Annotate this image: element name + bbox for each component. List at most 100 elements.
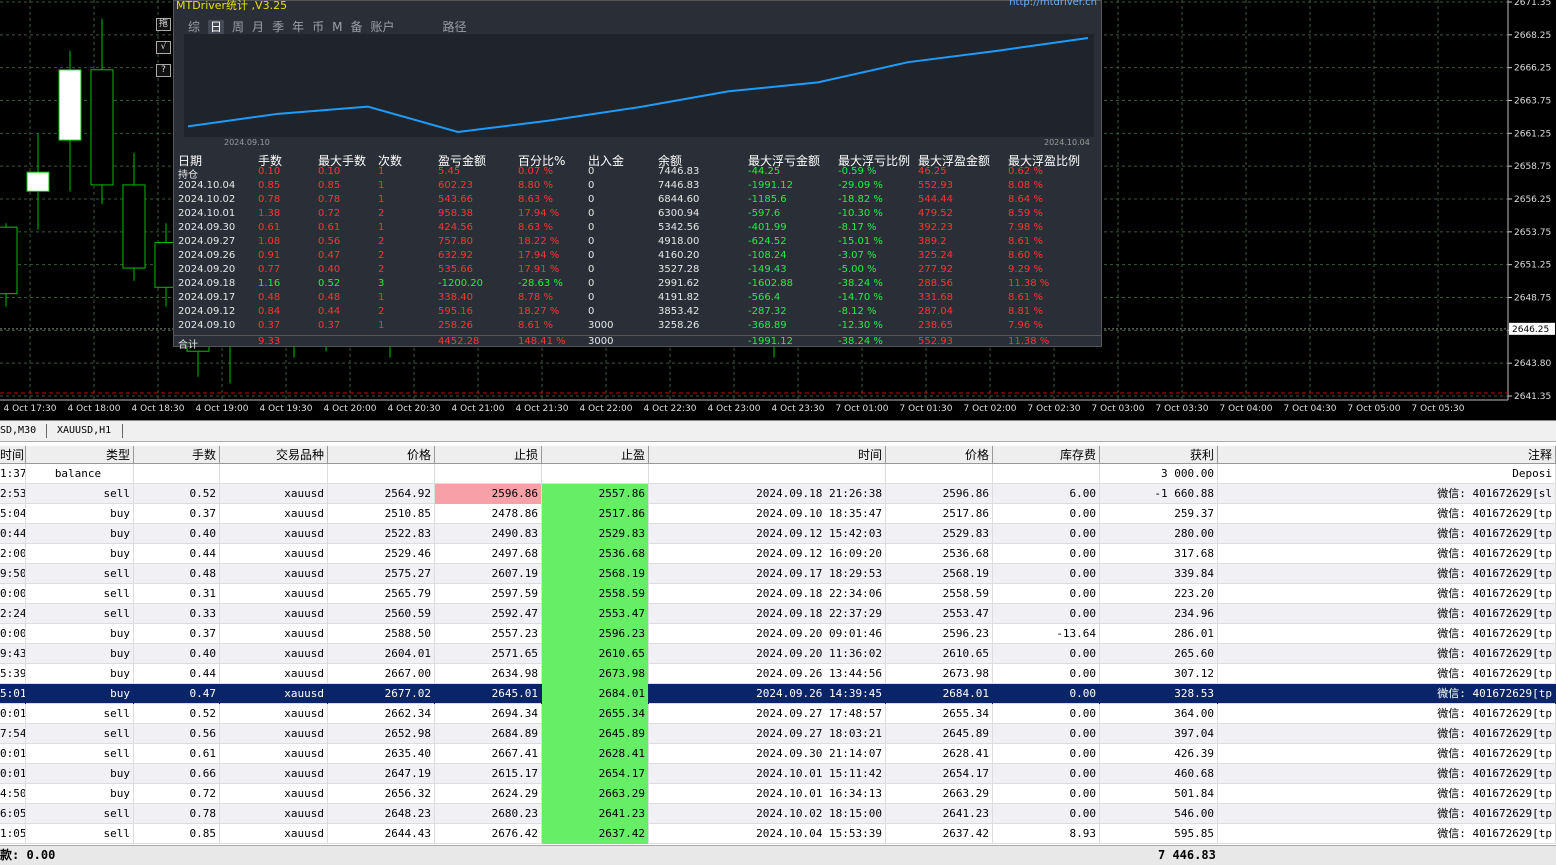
order-cell-open-time: 0:01 <box>0 704 26 724</box>
order-cell-take-profit: 2517.86 <box>542 504 649 524</box>
stats-cell-max-lots: 0.37 <box>318 320 341 331</box>
stats-cell-max-float-profit-pct: 7.96 % <box>1008 320 1043 331</box>
order-row[interactable]: 0:01 buy 0.66 xauusd 2647.19 2615.17 2654.17 20… <box>0 764 1556 784</box>
orders-header-close-time[interactable]: 时间 <box>649 446 886 464</box>
order-row[interactable]: 7:54 sell 0.56 xauusd 2652.98 2684.89 2645.89 2… <box>0 724 1556 744</box>
order-cell-comment: 微信: 401672629[tp <box>1218 664 1556 684</box>
drag-tool-icon[interactable]: 拖 <box>156 18 171 31</box>
orders-header-open-price[interactable]: 价格 <box>328 446 435 464</box>
time-tick-label: 7 Oct 02:00 <box>964 404 1017 414</box>
stats-cell-date: 2024.09.12 <box>178 306 236 317</box>
order-row[interactable]: 5:01 buy 0.47 xauusd 2677.02 2645.01 2684.01 20… <box>0 684 1556 704</box>
orders-header-open-time[interactable]: 时间 <box>0 446 26 464</box>
order-row[interactable]: 0:01 sell 0.52 xauusd 2662.34 2694.34 2655.34 2… <box>0 704 1556 724</box>
order-cell-comment: 微信: 401672629[tp <box>1218 524 1556 544</box>
order-row[interactable]: 4:50 buy 0.72 xauusd 2656.32 2624.29 2663.29 20… <box>0 784 1556 804</box>
order-row[interactable]: 9:43 buy 0.40 xauusd 2604.01 2571.65 2610.65 20… <box>0 644 1556 664</box>
stats-cell-balance: 6844.60 <box>658 194 700 205</box>
order-cell-comment: 微信: 401672629[tp <box>1218 564 1556 584</box>
panel-nav-tab[interactable]: 年 <box>292 20 305 34</box>
stats-cell-percent: 17.94 % <box>518 208 560 219</box>
order-row[interactable]: 2:00 buy 0.44 xauusd 2529.46 2497.68 2536.68 20… <box>0 544 1556 564</box>
price-chart[interactable]: 4 Oct 17:30 4 Oct 18:00 4 Oct 18:30 4 Oct 1… <box>0 0 1556 420</box>
order-cell-open-price: 2667.00 <box>328 664 435 684</box>
equity-curve-line <box>187 37 1089 134</box>
time-tick-label: 7 Oct 05:30 <box>1412 404 1465 414</box>
time-tick-label: 4 Oct 20:00 <box>324 404 377 414</box>
order-cell-lots: 0.72 <box>134 784 220 804</box>
orders-header-type[interactable]: 类型 <box>26 446 134 464</box>
stats-cell-max-float-profit-pct: 8.61 % <box>1008 236 1043 247</box>
orders-header-take-profit[interactable]: 止盈 <box>542 446 649 464</box>
curve-start-label: 2024.09.10 <box>224 138 270 147</box>
order-cell-take-profit: 2673.98 <box>542 664 649 684</box>
order-row[interactable]: 0:44 buy 0.40 xauusd 2522.83 2490.83 2529.83 20… <box>0 524 1556 544</box>
order-cell-close-time: 2024.09.27 18:03:21 <box>649 724 886 744</box>
order-cell-lots <box>134 464 220 484</box>
order-row[interactable]: 5:39 buy 0.44 xauusd 2667.00 2634.98 2673.98 20… <box>0 664 1556 684</box>
order-cell-close-price: 2628.41 <box>886 744 993 764</box>
panel-nav-tab[interactable]: 路径 <box>442 20 467 34</box>
order-cell-profit: 286.01 <box>1100 624 1218 644</box>
stats-header-balance: 余额 <box>658 154 683 168</box>
order-row[interactable]: 0:01 sell 0.61 xauusd 2635.40 2667.41 2628.41 2… <box>0 744 1556 764</box>
order-cell-close-price: 2654.17 <box>886 764 993 784</box>
stats-cell-max-float-loss-pct: -38.24 % <box>838 278 883 289</box>
order-row[interactable]: 0:00 buy 0.37 xauusd 2588.50 2557.23 2596.23 20… <box>0 624 1556 644</box>
stats-row: 持仓 0.10 0.10 1 5.45 0.07 % 0 7446.83 -44.25 -0.59… <box>178 166 1098 181</box>
chart-tab-xauusd-h1[interactable]: XAUUSD,H1 <box>57 425 112 436</box>
panel-nav-tab[interactable]: 月 <box>252 20 265 34</box>
order-cell-take-profit: 2628.41 <box>542 744 649 764</box>
panel-nav-tab[interactable]: 综 <box>188 20 201 34</box>
stats-cell-max-float-profit: 552.93 <box>918 336 953 347</box>
stats-cell-pnl: 424.56 <box>438 222 473 233</box>
orders-header-comment[interactable]: 注释 <box>1218 446 1556 464</box>
order-row[interactable]: 0:00 sell 0.31 xauusd 2565.79 2597.59 2558.59 2… <box>0 584 1556 604</box>
panel-nav-tab[interactable]: 币 <box>312 20 325 34</box>
check-tool-icon[interactable]: √ <box>156 41 171 54</box>
order-row[interactable]: 2:24 sell 0.33 xauusd 2560.59 2592.47 2553.47 2… <box>0 604 1556 624</box>
stats-cell-max-float-loss-pct: -10.30 % <box>838 208 883 219</box>
stats-cell-date: 2024.09.20 <box>178 264 236 275</box>
orders-header-profit[interactable]: 获利 <box>1100 446 1218 464</box>
order-row[interactable]: 2:53 sell 0.52 xauusd 2564.92 2596.86 2557.86 2… <box>0 484 1556 504</box>
orders-header-swap[interactable]: 库存费 <box>993 446 1100 464</box>
order-cell-lots: 0.61 <box>134 744 220 764</box>
order-cell-comment: 微信: 401672629[tp <box>1218 704 1556 724</box>
order-row[interactable]: 1:05 sell 0.85 xauusd 2644.43 2676.42 2637.42 2… <box>0 824 1556 844</box>
time-tick-label: 4 Oct 19:00 <box>196 404 249 414</box>
order-cell-lots: 0.40 <box>134 644 220 664</box>
panel-nav-tab[interactable]: 备 <box>350 20 363 34</box>
order-cell-type: sell <box>26 704 134 724</box>
chart-tab-xausd-m30[interactable]: SD,M30 <box>0 425 37 436</box>
order-cell-open-time: 2:00 <box>0 544 26 564</box>
help-tool-icon[interactable]: ? <box>156 64 171 77</box>
panel-nav-tab[interactable]: 日 <box>208 20 225 34</box>
order-cell-swap: 0.00 <box>993 524 1100 544</box>
panel-nav-tab[interactable]: 账户 <box>370 20 395 34</box>
order-cell-close-price: 2684.01 <box>886 684 993 704</box>
orders-header-symbol[interactable]: 交易品种 <box>220 446 328 464</box>
order-row[interactable]: 9:50 sell 0.48 xauusd 2575.27 2607.19 2568.19 2… <box>0 564 1556 584</box>
panel-nav-tab[interactable]: 周 <box>232 20 245 34</box>
order-cell-comment: Deposi <box>1218 464 1556 484</box>
order-cell-close-time: 2024.09.20 09:01:46 <box>649 624 886 644</box>
panel-nav-tab[interactable]: M <box>332 20 343 34</box>
order-cell-close-price: 2596.23 <box>886 624 993 644</box>
orders-header-lots[interactable]: 手数 <box>134 446 220 464</box>
order-cell-stop-loss: 2490.83 <box>435 524 542 544</box>
stats-cell-pnl: 5.45 <box>438 166 461 177</box>
time-tick-label: 7 Oct 04:30 <box>1284 404 1337 414</box>
panel-url-link[interactable]: http://mtdriver.cn <box>1009 0 1097 8</box>
order-row[interactable]: 5:04 buy 0.37 xauusd 2510.85 2478.86 2517.86 20… <box>0 504 1556 524</box>
orders-header-stop-loss[interactable]: 止损 <box>435 446 542 464</box>
panel-nav-tab[interactable]: 季 <box>272 20 285 34</box>
orders-header-close-price[interactable]: 价格 <box>886 446 993 464</box>
stats-cell-count: 2 <box>378 208 385 219</box>
order-cell-open-time: 0:01 <box>0 744 26 764</box>
order-cell-comment: 微信: 401672629[tp <box>1218 824 1556 844</box>
order-row[interactable]: 6:05 sell 0.78 xauusd 2648.23 2680.23 2641.23 2… <box>0 804 1556 824</box>
price-tick-label: 2671.35 <box>1514 0 1551 8</box>
order-row[interactable]: 1:37 balance 3 000.00 Deposi <box>0 464 1556 484</box>
order-cell-close-time: 2024.09.26 13:44:56 <box>649 664 886 684</box>
